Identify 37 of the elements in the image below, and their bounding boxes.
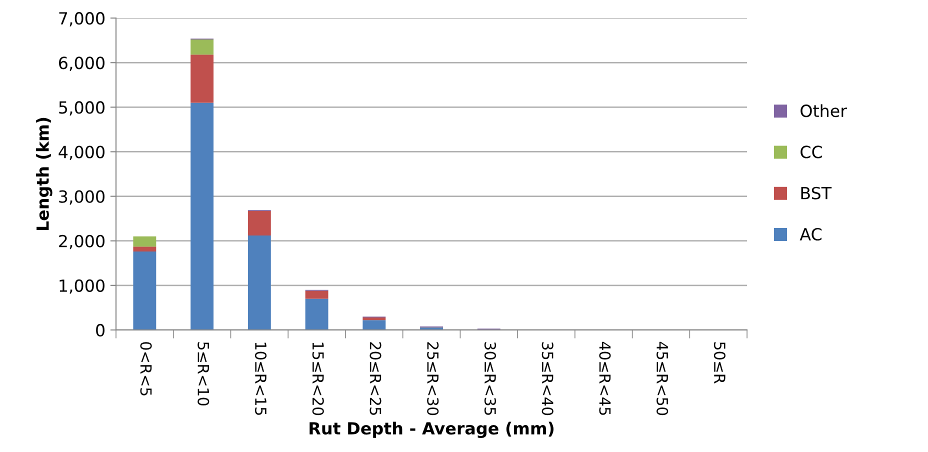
x-tick-label: 25≤R<30 [427, 342, 439, 416]
bar [362, 317, 386, 320]
x-tick-label: 10≤R<15 [254, 342, 267, 415]
bar [248, 236, 271, 330]
x-tick-label: 50≤R [714, 342, 726, 384]
x-tick-label: 15≤R<20 [312, 342, 324, 416]
x-tick-label: 0<R<5 [140, 342, 152, 396]
x-tick-label: 40≤R<45 [599, 342, 611, 415]
bar [305, 290, 328, 299]
y-tick-label: 6,000 [59, 56, 104, 71]
bar [362, 320, 386, 330]
y-axis-title: Length (km) [36, 118, 52, 230]
y-tick-label: 1,000 [60, 279, 104, 294]
y-tick-label: 5,000 [59, 101, 104, 116]
x-tick-label: 45≤R<50 [656, 342, 668, 416]
bar [248, 211, 271, 236]
bar [133, 236, 156, 247]
x-tick-label: 20≤R<25 [370, 342, 382, 415]
x-tick-label: 5≤R<10 [198, 342, 210, 406]
x-axis-title: Rut Depth - Average (mm) [310, 422, 554, 438]
bar [133, 246, 156, 252]
legend-label: AC [800, 228, 822, 241]
y-tick-label: 7,000 [59, 12, 104, 26]
legend-label: CC [800, 146, 822, 158]
x-tick-label: 30≤R<35 [484, 342, 496, 415]
y-tick-label: 4,000 [58, 146, 104, 160]
y-tick-label: 2,000 [59, 234, 104, 250]
bar [190, 102, 214, 330]
y-tick-label: 3,000 [59, 190, 104, 205]
legend-label: Other [800, 104, 847, 118]
y-tick-label: 0 [96, 324, 104, 337]
bar [190, 39, 214, 55]
bar [190, 54, 214, 103]
x-tick-label: 35≤R<40 [542, 342, 554, 416]
legend-label: BST [801, 186, 832, 200]
bar [133, 252, 156, 330]
bar [305, 298, 328, 330]
